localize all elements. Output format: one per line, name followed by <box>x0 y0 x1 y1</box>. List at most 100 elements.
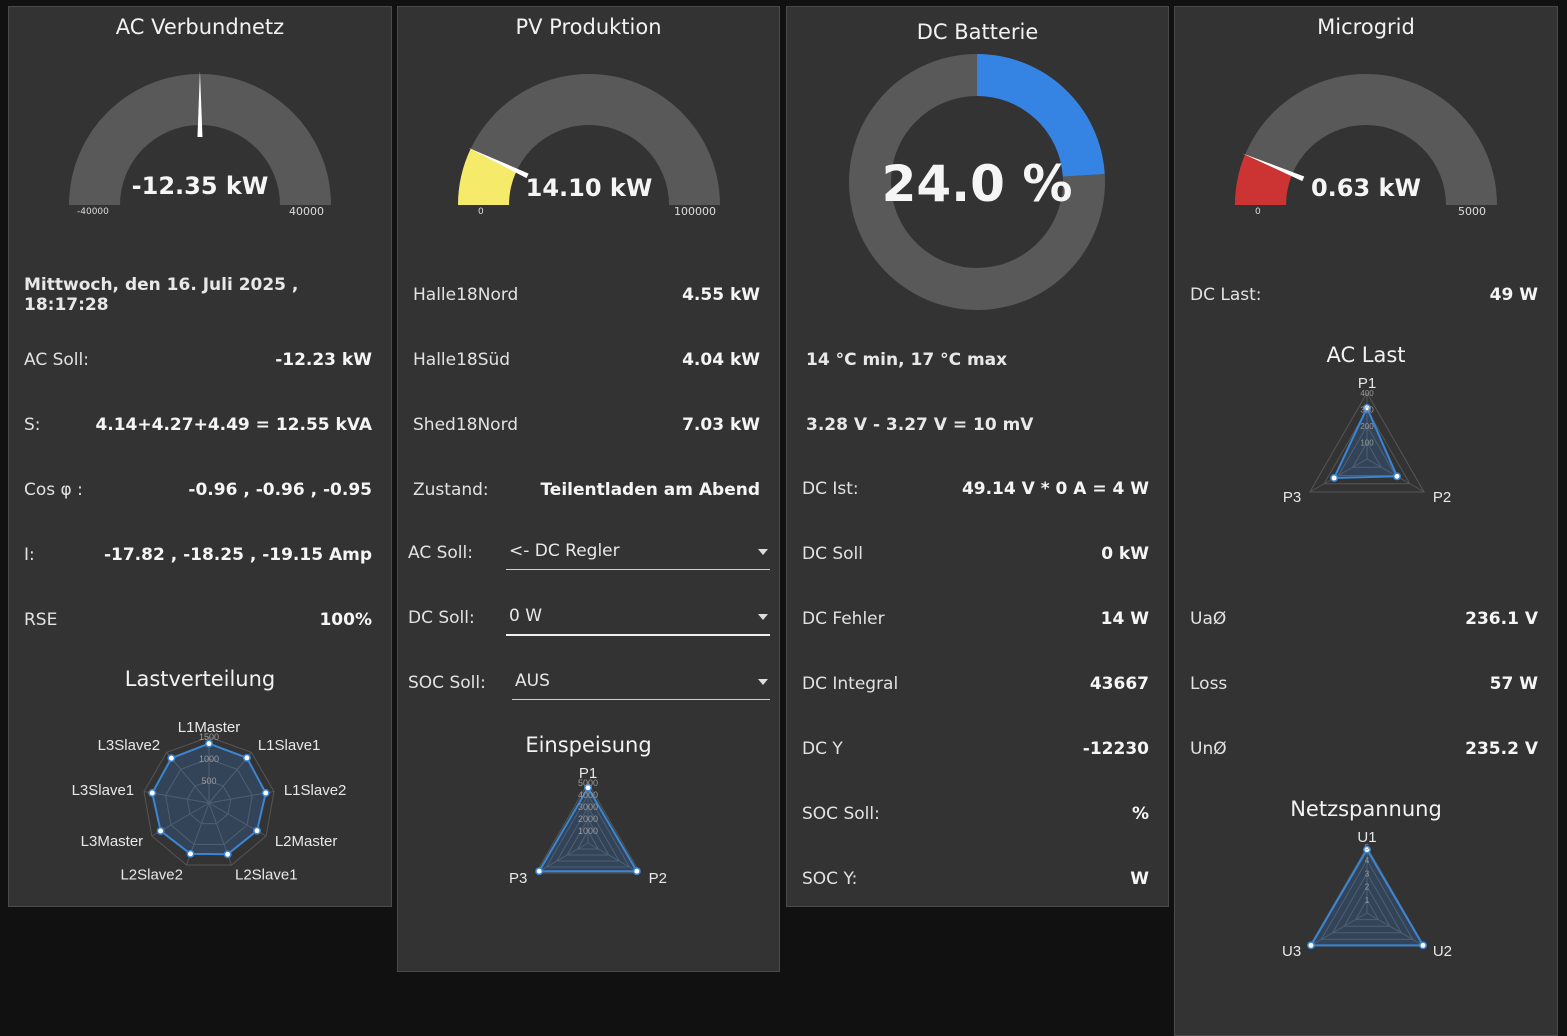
mg-row-value: 57 W <box>1490 674 1538 694</box>
ac-row-value: -0.96 , -0.96 , -0.95 <box>188 480 372 500</box>
pv-gauge-min: 0 <box>478 207 484 217</box>
pv-select-row: DC Soll:0 W <box>408 602 770 636</box>
mg-row-value: 235.2 V <box>1465 739 1538 759</box>
pv-select-dropdown[interactable]: AUS <box>512 667 770 700</box>
lastverteilung-tick-label: 500 <box>201 776 216 786</box>
lastverteilung-data-point[interactable] <box>157 828 163 834</box>
mg-row-value: 236.1 V <box>1465 609 1538 629</box>
mg-row-label: UaØ <box>1190 609 1226 629</box>
dc-row-label: DC Integral <box>802 674 898 694</box>
caret-down-icon <box>758 614 768 620</box>
dc-row-value: 43667 <box>1090 674 1149 694</box>
netzspannung-axis-label: U2 <box>1433 943 1452 960</box>
ac-last-data-point[interactable] <box>1394 473 1400 479</box>
netzspannung-title: Netzspannung <box>1175 797 1557 821</box>
mg-row: UnØ 235.2 V <box>1190 737 1538 761</box>
card-pv-produktion: PV Produktion 14.10 kW 0 100000 Halle18N… <box>397 6 780 972</box>
pv-row-value: 4.04 kW <box>682 350 760 370</box>
ac-last-axis-label: P1 <box>1358 375 1376 392</box>
lastverteilung-data-point[interactable] <box>187 851 193 857</box>
lastverteilung-axis-label: L2Slave2 <box>120 866 183 883</box>
lastverteilung-data-point[interactable] <box>149 790 155 796</box>
netzspannung-tick-label: 2 <box>1365 883 1370 892</box>
dc-row-label: DC Soll <box>802 544 863 564</box>
ac-datetime-text: Mittwoch, den 16. Juli 2025 , 18:17:28 <box>24 275 372 315</box>
netzspannung-tick-label: 1 <box>1365 896 1370 905</box>
ac-row: RSE 100% <box>24 608 372 632</box>
ac-row-label: I: <box>24 545 35 565</box>
dc-title: DC Batterie <box>787 20 1168 44</box>
ac-row-value: 100% <box>319 610 372 630</box>
lastverteilung-title: Lastverteilung <box>9 667 391 691</box>
netzspannung-tick-label: 4 <box>1365 856 1370 865</box>
ac-last-data-point[interactable] <box>1331 475 1337 481</box>
ac-row: AC Soll:-12.23 kW <box>24 348 372 372</box>
dc-row-value: W <box>1130 869 1149 889</box>
pv-title: PV Produktion <box>398 15 779 39</box>
lastverteilung-data-point[interactable] <box>254 828 260 834</box>
mg-dc-last-label: DC Last: <box>1190 285 1262 305</box>
netzspannung-data-point[interactable] <box>1420 942 1426 948</box>
mg-row-label: UnØ <box>1190 739 1227 759</box>
ac-datetime: Mittwoch, den 16. Juli 2025 , 18:17:28 <box>24 283 372 307</box>
dc-row: DC Integral 43667 <box>802 672 1149 696</box>
dc-row-label: SOC Y: <box>802 869 857 889</box>
lastverteilung-axis-label: L3Master <box>81 833 144 850</box>
pv-row: Halle18Nord 4.55 kW <box>413 283 760 307</box>
lastverteilung-axis-label: L2Slave1 <box>235 866 298 883</box>
mg-gauge: 0.63 kW 0 5000 <box>1233 67 1499 227</box>
ac-row-value: 4.14+4.27+4.49 = 12.55 kVA <box>95 415 372 435</box>
einspeisung-tick-label: 3000 <box>578 802 598 812</box>
netzspannung-data-point[interactable] <box>1308 942 1314 948</box>
pv-select-dropdown[interactable]: <- DC Regler <box>506 537 770 570</box>
dc-row: SOC Soll:% <box>802 802 1149 826</box>
pv-select-dropdown[interactable]: 0 W <box>506 602 770 636</box>
pv-select-label: AC Soll: <box>408 543 473 563</box>
einspeisung-tick-label: 1000 <box>578 826 598 836</box>
ac-row-value: -12.23 kW <box>275 350 372 370</box>
einspeisung-axis-label: P1 <box>579 767 597 782</box>
ac-row: Cos φ :-0.96 , -0.96 , -0.95 <box>24 478 372 502</box>
netzspannung-tick-label: 3 <box>1365 869 1370 878</box>
lastverteilung-axis-label: L1Slave1 <box>258 737 321 754</box>
pv-row-label: Halle18Nord <box>413 285 518 305</box>
lastverteilung-radar: 50010001500L1MasterL1Slave1L1Slave2L2Mas… <box>49 702 349 902</box>
ac-row-label: RSE <box>24 610 57 630</box>
ac-gauge-min: -40000 <box>77 207 109 217</box>
einspeisung-tick-label: 4000 <box>578 790 598 800</box>
einspeisung-title: Einspeisung <box>398 733 779 757</box>
lastverteilung-data-point[interactable] <box>263 790 269 796</box>
lastverteilung-axis-label: L1Master <box>178 719 241 736</box>
einspeisung-axis-label: P3 <box>509 870 527 887</box>
lastverteilung-data-point[interactable] <box>224 851 230 857</box>
lastverteilung-data-point[interactable] <box>168 755 174 761</box>
lastverteilung-axis-label: L1Slave2 <box>284 782 347 799</box>
pv-row-label: Shed18Nord <box>413 415 518 435</box>
dc-row: DC Ist:49.14 V * 0 A = 4 W <box>802 477 1149 501</box>
dc-row-value: % <box>1132 804 1149 824</box>
ac-row-value: -17.82 , -18.25 , -19.15 Amp <box>104 545 372 565</box>
ac-last-tick-label: 100 <box>1360 439 1374 448</box>
mg-title: Microgrid <box>1175 15 1557 39</box>
einspeisung-data-point[interactable] <box>634 868 640 874</box>
card-dc-batterie: DC Batterie 24.0 % 14 °C min, 17 °C max … <box>786 6 1169 907</box>
mg-row: UaØ 236.1 V <box>1190 607 1538 631</box>
lastverteilung-data-point[interactable] <box>244 755 250 761</box>
ac-title: AC Verbundnetz <box>9 15 391 39</box>
pv-row-value: 4.55 kW <box>682 285 760 305</box>
pv-gauge: 14.10 kW 0 100000 <box>456 67 722 227</box>
lastverteilung-tick-label: 1000 <box>199 754 219 764</box>
ac-gauge-max: 40000 <box>289 205 324 218</box>
caret-down-icon <box>758 549 768 555</box>
einspeisung-data-point[interactable] <box>536 868 542 874</box>
dc-volt: 3.28 V - 3.27 V = 10 mV <box>806 415 1033 435</box>
ac-gauge: -12.35 kW -40000 40000 <box>67 67 333 227</box>
pv-select-value: AUS <box>515 671 550 691</box>
